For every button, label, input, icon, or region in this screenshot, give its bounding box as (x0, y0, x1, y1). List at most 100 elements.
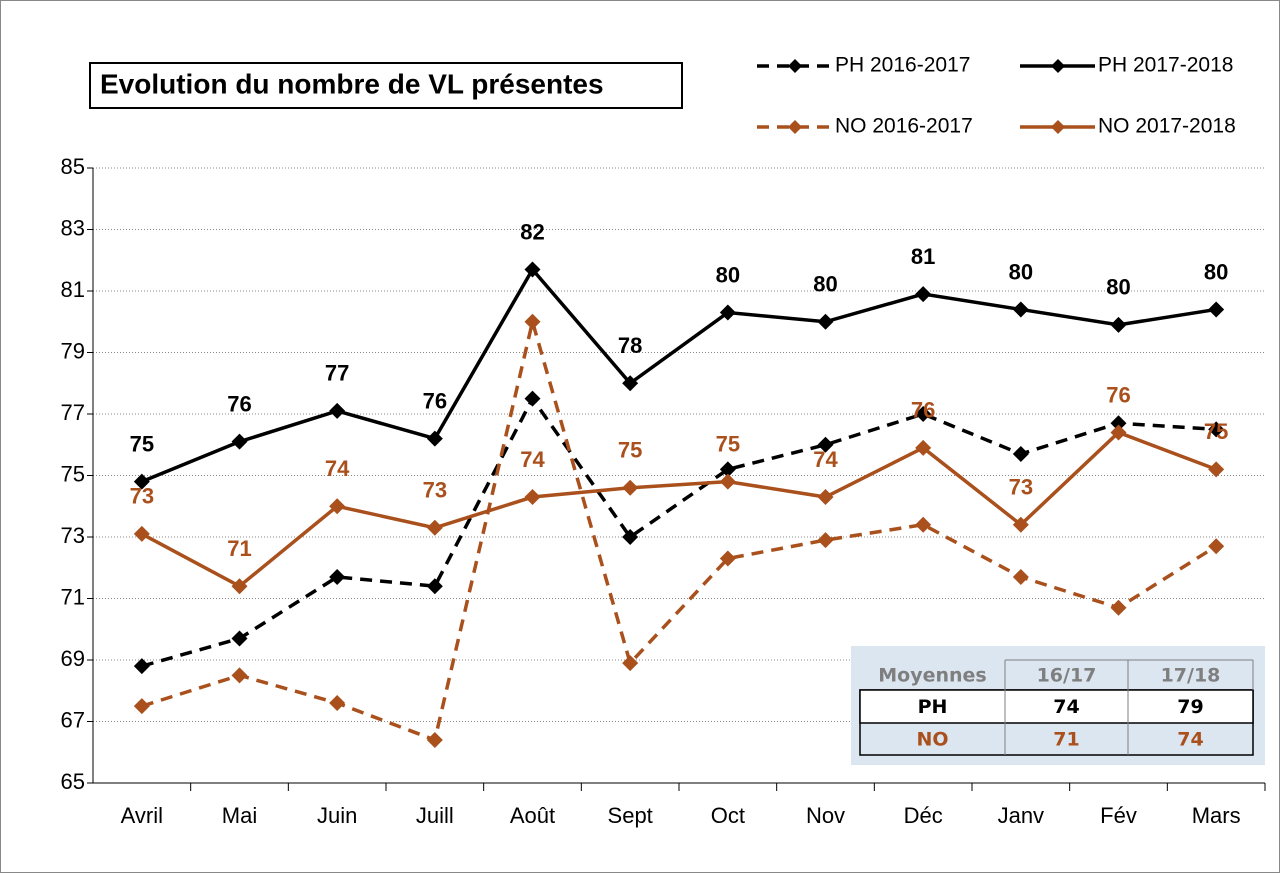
marker (719, 550, 736, 567)
chart-title: Evolution du nombre de VL présentes (100, 68, 604, 99)
marker (426, 731, 443, 748)
marker (1110, 316, 1127, 333)
data-label: 74 (325, 456, 350, 481)
data-label: 80 (1106, 275, 1130, 300)
marker (329, 402, 346, 419)
marker (1012, 445, 1029, 462)
y-tick-label: 67 (61, 707, 85, 732)
data-label: 73 (423, 478, 447, 503)
marker (426, 519, 443, 536)
data-label: 82 (520, 219, 544, 244)
data-label: 75 (130, 431, 154, 456)
data-label: 75 (618, 438, 642, 463)
marker (1110, 599, 1127, 616)
data-label: 80 (1009, 259, 1033, 284)
marker (133, 525, 150, 542)
marker (524, 489, 541, 506)
x-tick-label: Avril (121, 803, 163, 828)
table-cell: NO (916, 729, 948, 751)
marker (1110, 424, 1127, 441)
marker (133, 473, 150, 490)
x-tick-label: Nov (806, 803, 845, 828)
marker (524, 261, 541, 278)
marker (1012, 301, 1029, 318)
marker (817, 313, 834, 330)
data-label: 76 (423, 388, 447, 413)
x-tick-label: Mars (1192, 803, 1241, 828)
legend-marker (788, 120, 802, 134)
table-cell: 74 (1177, 729, 1203, 751)
marker (915, 439, 932, 456)
marker (719, 473, 736, 490)
x-tick-label: Oct (711, 803, 745, 828)
legend-marker (1051, 59, 1065, 73)
data-label: 75 (716, 431, 740, 456)
data-label: 73 (1009, 475, 1033, 500)
table-cell: 74 (1053, 696, 1079, 718)
table-header: 17/18 (1161, 665, 1221, 687)
x-tick-label: Sept (608, 803, 653, 828)
marker (817, 532, 834, 549)
marker (817, 489, 834, 506)
legend-marker (1051, 120, 1065, 134)
y-tick-label: 79 (61, 338, 85, 363)
legend-label: PH 2017-2018 (1098, 54, 1233, 77)
x-tick-label: Fév (1100, 803, 1137, 828)
y-tick-label: 77 (61, 400, 85, 425)
marker (231, 433, 248, 450)
y-tick-label: 69 (61, 646, 85, 671)
x-tick-label: Juill (416, 803, 454, 828)
x-tick-label: Août (510, 803, 555, 828)
marker (622, 479, 639, 496)
marker (231, 578, 248, 595)
legend-marker (788, 59, 802, 73)
marker (1110, 415, 1127, 432)
data-label: 77 (325, 361, 349, 386)
marker (622, 655, 639, 672)
data-label: 71 (227, 536, 251, 561)
marker (915, 516, 932, 533)
marker (1012, 568, 1029, 585)
data-label: 80 (716, 262, 740, 287)
data-label: 80 (1204, 259, 1228, 284)
legend-label: NO 2016-2017 (835, 115, 973, 138)
data-label: 74 (813, 447, 838, 472)
series-line (141, 395, 1217, 668)
data-label: 76 (911, 398, 935, 423)
marker (622, 375, 639, 392)
y-tick-label: 85 (61, 154, 85, 179)
y-tick-label: 81 (61, 277, 85, 302)
marker (133, 698, 150, 715)
legend-label: NO 2017-2018 (1098, 115, 1236, 138)
marker (622, 529, 639, 545)
marker (915, 406, 932, 422)
table-cell: PH (918, 696, 948, 718)
marker (329, 498, 346, 515)
series-line (141, 430, 1217, 589)
marker (329, 695, 346, 712)
marker (524, 390, 541, 407)
marker (524, 313, 541, 330)
legend-label: PH 2016-2017 (835, 54, 970, 77)
marker (231, 667, 248, 684)
marker (719, 461, 736, 478)
data-label: 73 (130, 484, 154, 509)
marker (817, 436, 834, 453)
x-tick-label: Mai (222, 803, 257, 828)
y-tick-label: 83 (61, 215, 85, 240)
table-cell: 71 (1053, 729, 1079, 751)
data-label: 74 (520, 447, 545, 472)
data-label: 80 (813, 272, 837, 297)
table-cell: 79 (1177, 696, 1203, 718)
x-tick-label: Juin (317, 803, 357, 828)
y-tick-label: 71 (61, 584, 85, 609)
marker (1208, 461, 1225, 478)
marker (133, 658, 150, 675)
y-tick-label: 75 (61, 461, 85, 486)
marker (426, 430, 443, 447)
data-label: 78 (618, 333, 642, 358)
marker (1208, 301, 1225, 318)
data-label: 76 (227, 391, 251, 416)
data-label: 75 (1204, 419, 1228, 444)
